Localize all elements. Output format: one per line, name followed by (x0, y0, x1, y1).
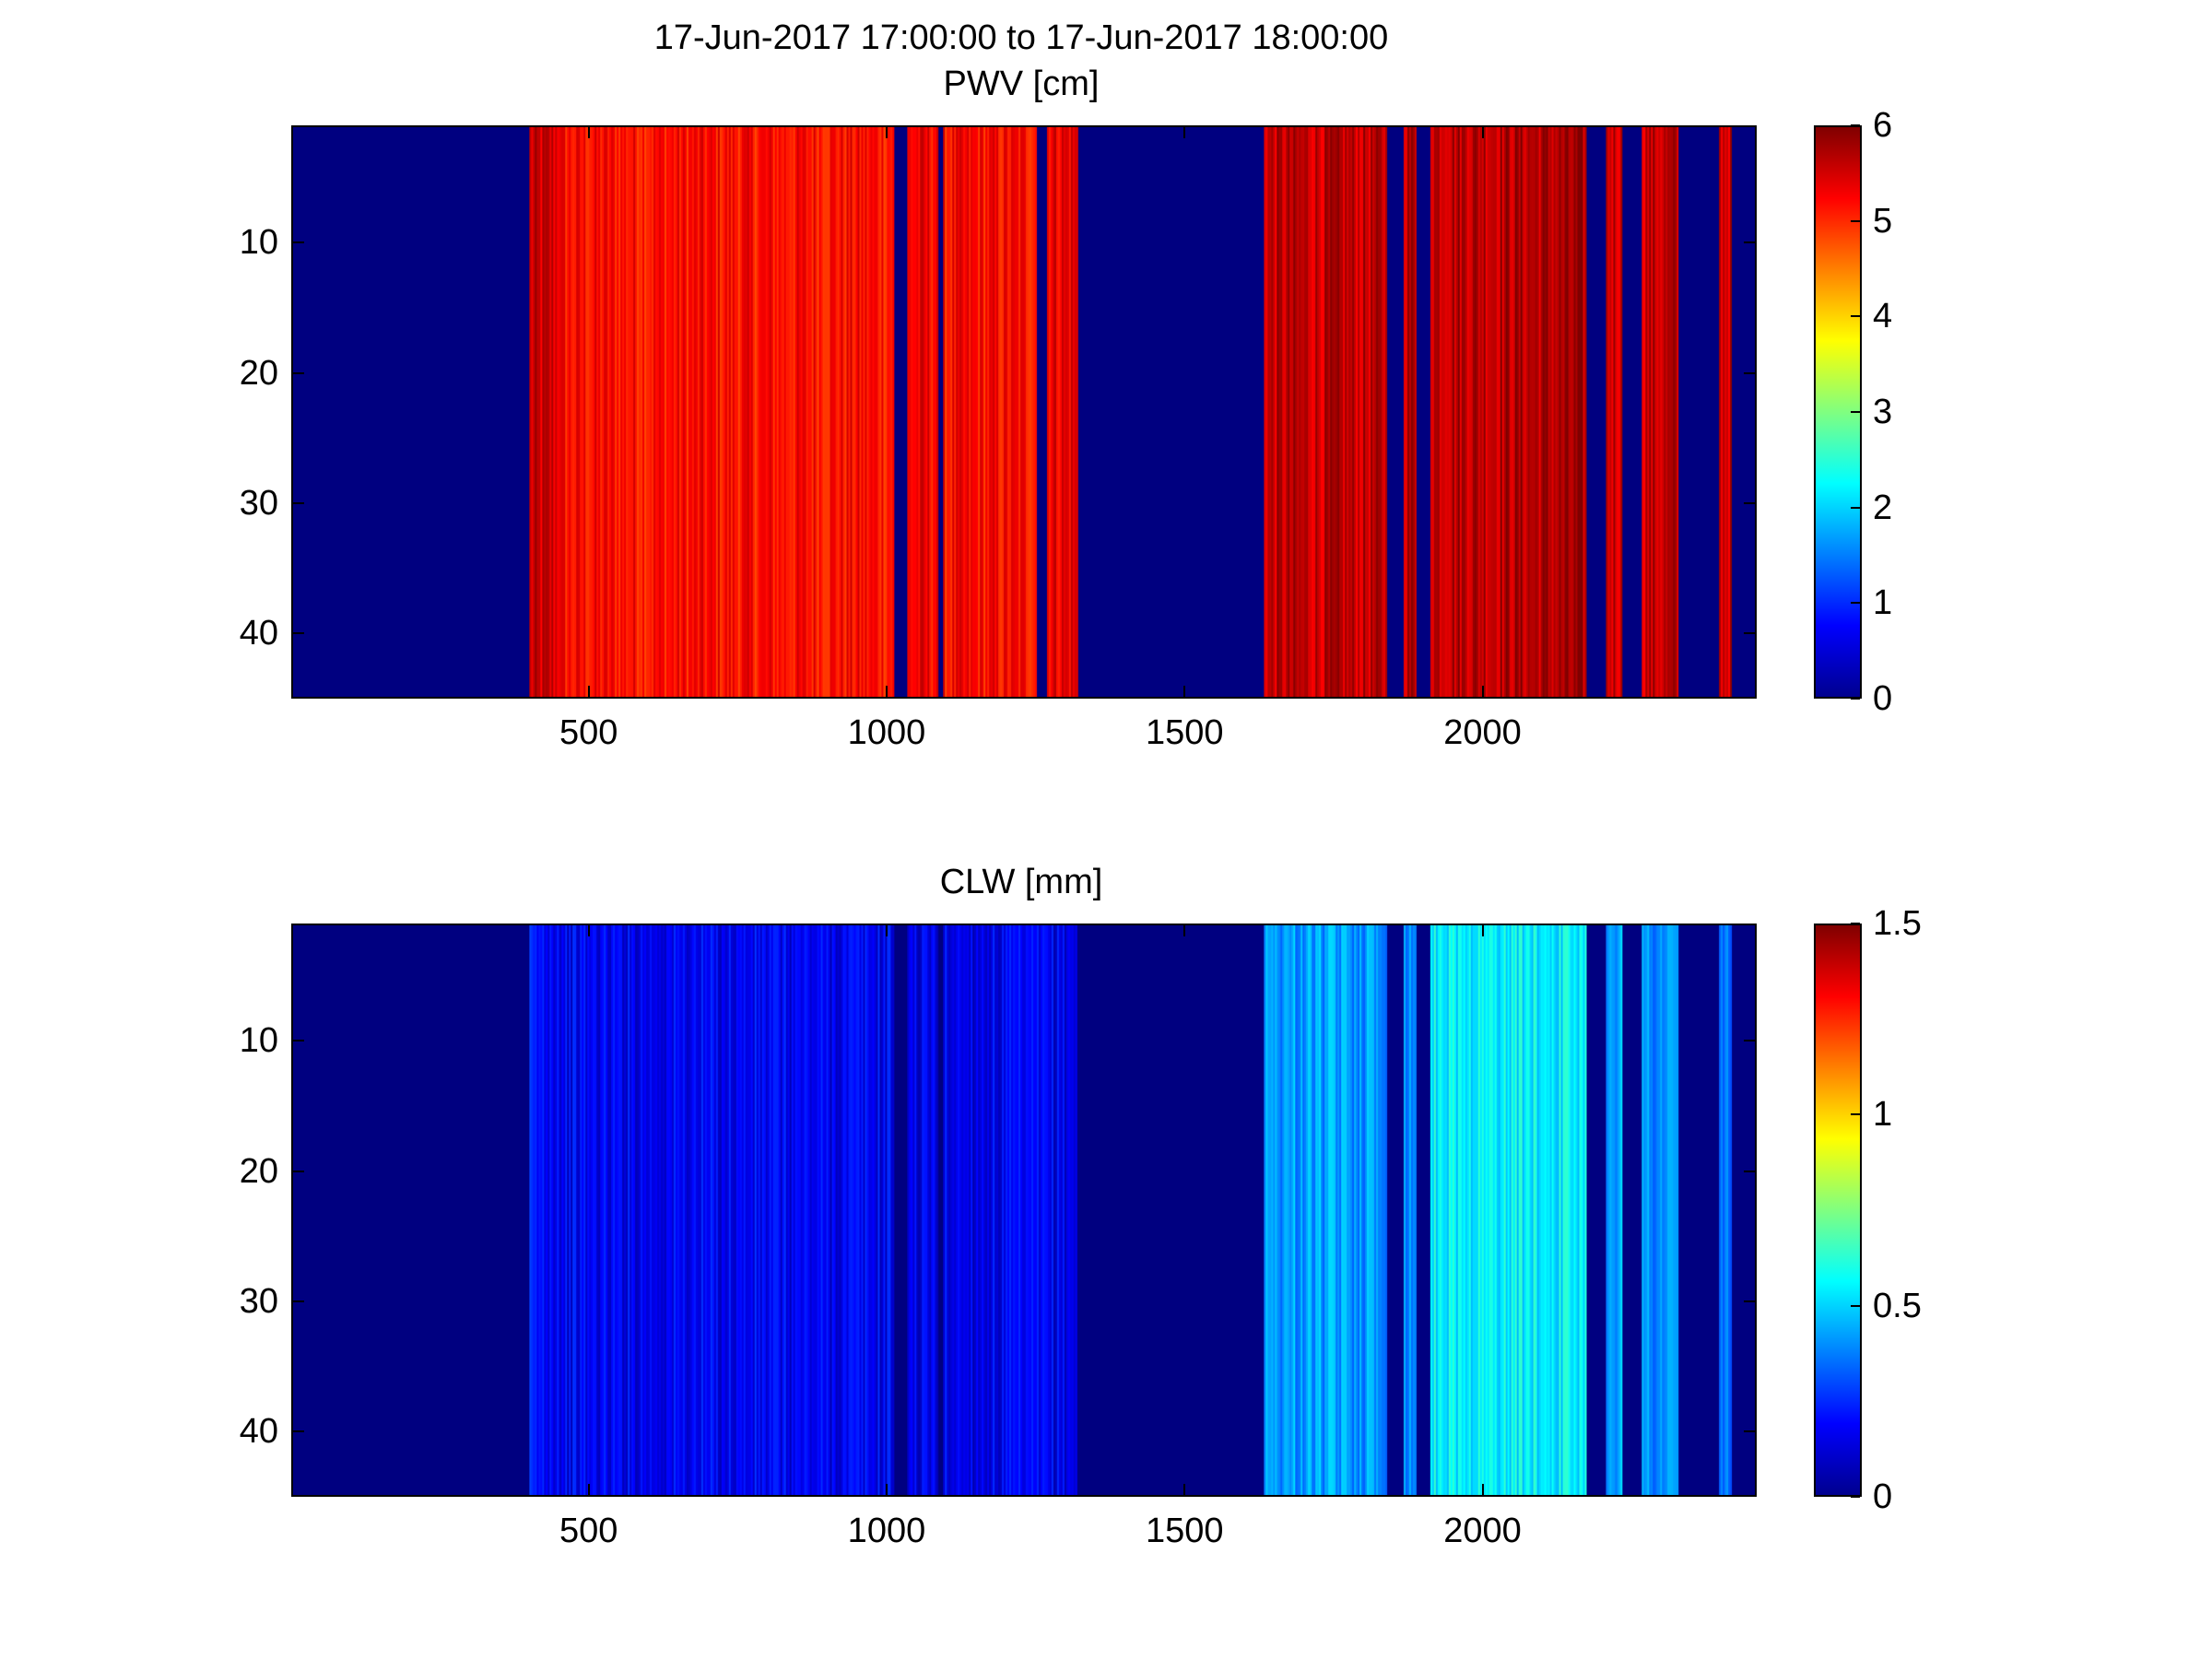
pwv-colorbar-tick-label: 6 (1873, 106, 1893, 145)
clw-y-tick-mark (1744, 1170, 1755, 1172)
clw-x-tick-label: 1000 (847, 1512, 926, 1550)
clw-x-tick-mark (885, 1484, 888, 1495)
pwv-colorbar-tick-label: 0 (1873, 679, 1893, 718)
clw-y-tick-mark (293, 1170, 304, 1172)
clw-x-tick-label: 500 (559, 1512, 618, 1550)
pwv-x-tick-mark (1481, 686, 1484, 697)
clw-y-tick-label: 20 (239, 1151, 278, 1191)
pwv-x-tick-label: 500 (559, 713, 618, 752)
pwv-colorbar-tick-label: 3 (1873, 393, 1893, 431)
pwv-colorbar-tick-mark (1851, 602, 1860, 605)
clw-colorbar-tick-label: 1 (1873, 1095, 1893, 1135)
clw-colorbar-tick-mark (1851, 1113, 1860, 1116)
clw-y-tick-mark (1744, 1430, 1755, 1433)
pwv-y-tick-mark (293, 241, 304, 244)
pwv-x-tick-mark (587, 127, 590, 138)
pwv-y-tick-label: 20 (239, 353, 278, 393)
clw-title: CLW [mm] (939, 863, 1103, 901)
pwv-y-tick-mark (293, 501, 304, 504)
pwv-x-tick-mark (1481, 127, 1484, 138)
pwv-y-tick-mark (1744, 241, 1755, 244)
clw-x-tick-label: 2000 (1443, 1512, 1522, 1550)
pwv-y-tick-mark (293, 632, 304, 635)
pwv-colorbar-tick-label: 4 (1873, 297, 1893, 336)
clw-x-tick-mark (1481, 925, 1484, 936)
pwv-x-tick-label: 1000 (847, 713, 926, 752)
clw-colorbar-tick-label: 0 (1873, 1477, 1893, 1516)
pwv-heatmap (291, 125, 1757, 699)
clw-y-tick-mark (1744, 1300, 1755, 1302)
pwv-colorbar-tick-mark (1851, 411, 1860, 413)
pwv-x-tick-label: 2000 (1443, 713, 1522, 752)
clw-x-tick-mark (885, 925, 888, 936)
time-range-title: 17-Jun-2017 17:00:00 to 17-Jun-2017 18:0… (653, 18, 1389, 57)
clw-y-tick-label: 40 (239, 1412, 278, 1452)
pwv-x-tick-mark (885, 686, 888, 697)
clw-y-tick-label: 30 (239, 1281, 278, 1321)
clw-y-tick-mark (293, 1300, 304, 1302)
clw-x-tick-mark (1183, 925, 1186, 936)
clw-y-tick-label: 10 (239, 1021, 278, 1061)
pwv-y-tick-mark (1744, 632, 1755, 635)
pwv-colorbar-tick-mark (1851, 219, 1860, 222)
pwv-y-tick-mark (293, 371, 304, 374)
clw-x-tick-mark (587, 925, 590, 936)
pwv-y-tick-label: 40 (239, 614, 278, 653)
pwv-x-tick-mark (885, 127, 888, 138)
pwv-y-tick-mark (1744, 501, 1755, 504)
pwv-x-tick-mark (1183, 127, 1186, 138)
clw-y-tick-mark (1744, 1040, 1755, 1042)
pwv-colorbar-tick-mark (1851, 124, 1860, 126)
pwv-x-tick-mark (1183, 686, 1186, 697)
pwv-colorbar-tick-mark (1851, 315, 1860, 318)
clw-x-tick-mark (1481, 1484, 1484, 1495)
pwv-colorbar-tick-mark (1851, 698, 1860, 700)
clw-colorbar-tick-label: 0.5 (1873, 1286, 1922, 1325)
pwv-y-tick-label: 10 (239, 223, 278, 263)
pwv-x-tick-label: 1500 (1145, 713, 1224, 752)
clw-colorbar (1814, 924, 1862, 1497)
clw-colorbar-tick-mark (1851, 923, 1860, 924)
clw-x-tick-mark (1183, 1484, 1186, 1495)
pwv-title: PWV [cm] (943, 65, 1100, 103)
clw-x-tick-mark (587, 1484, 590, 1495)
pwv-x-tick-mark (587, 686, 590, 697)
pwv-y-tick-mark (1744, 371, 1755, 374)
clw-x-tick-label: 1500 (1145, 1512, 1224, 1550)
clw-colorbar-tick-label: 1.5 (1873, 904, 1922, 943)
pwv-colorbar-tick-label: 1 (1873, 583, 1893, 623)
clw-colorbar-tick-mark (1851, 1304, 1860, 1307)
pwv-colorbar-tick-label: 5 (1873, 201, 1893, 241)
clw-colorbar-tick-mark (1851, 1496, 1860, 1498)
clw-y-tick-mark (293, 1430, 304, 1433)
clw-heatmap (291, 924, 1757, 1497)
pwv-colorbar-tick-mark (1851, 506, 1860, 509)
clw-y-tick-mark (293, 1040, 304, 1042)
pwv-y-tick-label: 30 (239, 483, 278, 523)
pwv-colorbar-tick-label: 2 (1873, 488, 1893, 527)
